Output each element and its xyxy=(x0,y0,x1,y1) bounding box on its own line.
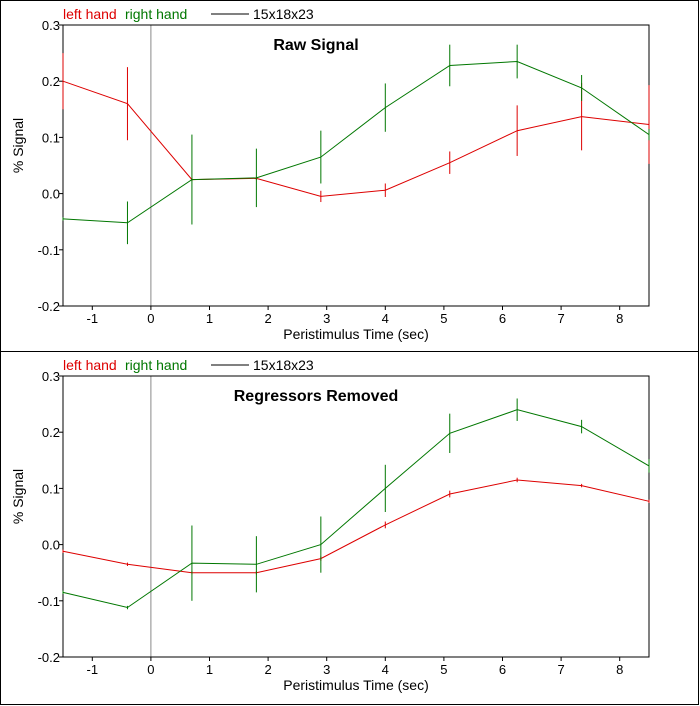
series-line-left-hand xyxy=(62,80,650,197)
x-axis-label: Peristimulus Time (sec) xyxy=(283,326,428,342)
y-tick-label: 0.3 xyxy=(42,18,60,33)
x-tick-label: 4 xyxy=(382,662,389,677)
series-line-right-hand xyxy=(62,60,650,224)
x-tick-label: 1 xyxy=(206,662,213,677)
y-tick-label: 0.3 xyxy=(42,369,60,384)
x-tick-label: 8 xyxy=(616,662,623,677)
y-tick-label: 0.0 xyxy=(42,538,60,553)
y-tick-label: 0.1 xyxy=(42,130,60,145)
x-tick-label: 0 xyxy=(147,662,154,677)
x-tick-label: 4 xyxy=(382,311,389,326)
chart-panel-regressors-removed: -1 0 1 2 3 4 5 6 7 8 -0.2 -0.1 0.0 0.1 0.2 0.3 Peristimu… xyxy=(0,351,699,705)
legend-right-hand: right hand xyxy=(125,357,187,373)
x-tick-label: 7 xyxy=(557,662,564,677)
y-tick-label: -0.1 xyxy=(38,594,60,609)
x-tick-label: 7 xyxy=(557,311,564,326)
x-tick-label: 6 xyxy=(499,311,506,326)
x-tick-label: -1 xyxy=(87,311,99,326)
x-tick-label: 3 xyxy=(323,662,330,677)
y-axis-label: % Signal xyxy=(10,469,26,524)
x-tick-label: 1 xyxy=(206,311,213,326)
y-tick-label: -0.2 xyxy=(38,650,60,665)
x-tick-label: 5 xyxy=(440,311,447,326)
legend-roi-label: 15x18x23 xyxy=(253,357,314,373)
x-tick-label: 2 xyxy=(264,311,271,326)
y-tick-label: 0.2 xyxy=(42,425,60,440)
legend-roi-label: 15x18x23 xyxy=(253,6,314,22)
plot-frame xyxy=(62,24,650,307)
y-tick-label: 0.2 xyxy=(42,74,60,89)
x-axis-label: Peristimulus Time (sec) xyxy=(283,677,428,693)
x-tick-label: 8 xyxy=(616,311,623,326)
series-line-left-hand xyxy=(62,479,650,574)
x-tick-label: 2 xyxy=(264,662,271,677)
x-tick-label: 0 xyxy=(147,311,154,326)
series-line-right-hand xyxy=(62,409,650,609)
chart-title: Raw Signal xyxy=(273,37,358,54)
legend-right-hand: right hand xyxy=(125,6,187,22)
chart-title: Regressors Removed xyxy=(234,388,399,405)
y-tick-label: -0.1 xyxy=(38,243,60,258)
y-tick-label: 0.0 xyxy=(42,187,60,202)
y-tick-label: 0.1 xyxy=(42,481,60,496)
y-tick-label: -0.2 xyxy=(38,299,60,314)
x-tick-label: -1 xyxy=(87,662,99,677)
legend-left-hand: left hand xyxy=(63,357,117,373)
x-tick-label: 6 xyxy=(499,662,506,677)
plot-frame xyxy=(62,375,650,658)
x-tick-label: 5 xyxy=(440,662,447,677)
x-tick-label: 3 xyxy=(323,311,330,326)
y-axis-label: % Signal xyxy=(10,118,26,173)
chart-regressors-removed: -1 0 1 2 3 4 5 6 7 8 -0.2 -0.1 0.0 0.1 0.2 0.3 Peristimu… xyxy=(10,357,650,693)
legend-left-hand: left hand xyxy=(63,6,117,22)
chart-raw-signal: -1 0 1 2 3 4 5 6 7 8 -0.2 -0.1 0.0 0.1 0.2 0.3 Peristimu… xyxy=(10,6,650,342)
chart-panel-raw-signal: -1 0 1 2 3 4 5 6 7 8 -0.2 -0.1 0.0 0.1 0.2 0.3 Peristimu… xyxy=(0,0,699,352)
